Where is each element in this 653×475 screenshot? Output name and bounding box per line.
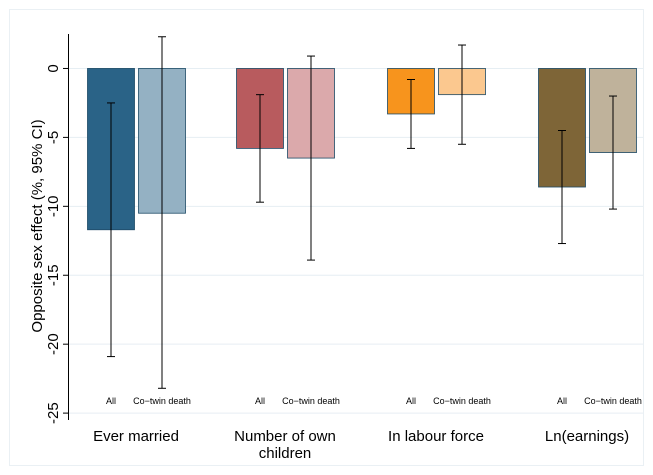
category-label: Ever married <box>93 428 179 445</box>
bar-sub-label: All <box>106 396 116 406</box>
error-bars <box>107 36 617 389</box>
bar-sub-label: All <box>557 396 567 406</box>
category-label: In labour force <box>388 428 484 445</box>
bar-sub-label: Co−twin death <box>433 396 491 406</box>
bar-sub-label: Co−twin death <box>133 396 191 406</box>
y-tick-label: -25 <box>45 402 62 424</box>
category-label: Ln(earnings) <box>545 428 629 445</box>
y-axis-label: Opposite sex effect (%, 95% CI) <box>29 119 46 332</box>
category-label: children <box>259 445 312 462</box>
y-tick-label: -15 <box>45 264 62 286</box>
bar-sub-label: Co−twin death <box>282 396 340 406</box>
y-tick-label: -10 <box>45 195 62 217</box>
labels: All Co−twin death Ever married All Co−twin d… <box>93 396 642 462</box>
y-axis: 0 -5 -10 -15 -20 -25 <box>45 34 69 424</box>
y-tick-label: -5 <box>45 131 62 144</box>
y-tick-label: -20 <box>45 333 62 355</box>
bar-sub-label: Co−twin death <box>584 396 642 406</box>
chart-frame <box>9 9 644 466</box>
y-tick-label: 0 <box>45 64 62 72</box>
category-label: Number of own <box>234 428 336 445</box>
bar-sub-label: All <box>255 396 265 406</box>
bar-sub-label: All <box>406 396 416 406</box>
